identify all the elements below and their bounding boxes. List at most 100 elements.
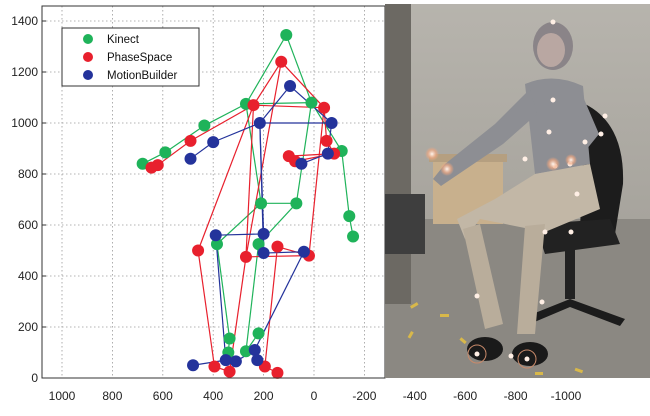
kinect-point [343,210,356,223]
x-axis-ticks: 1000 800 600 400 200 0 -200 -400 -600 -800 -1000 [49,389,582,403]
phasespace-point [223,365,236,378]
y-axis-ticks: 0 200 400 600 800 1000 1200 1400 [11,14,46,385]
motionbuilder-point [325,117,338,129]
motionbuilder-point [253,117,266,129]
x-tick-label: 600 [153,389,173,403]
kinect-bone [285,34,313,103]
legend-marker-motionbuilder [83,70,93,80]
phasespace-bone [245,105,255,257]
kinect-point [255,197,268,210]
kinect-bone [245,34,287,105]
kinect-point [223,332,236,345]
motionbuilder-point [207,136,220,149]
x-tick-label: 1000 [49,389,76,403]
motionbuilder-point [321,147,334,160]
kinect-point [347,230,360,243]
legend-marker-kinect [83,34,93,44]
y-tick-label: 800 [18,167,38,181]
motionbuilder-bone [215,233,264,236]
motionbuilder-point [295,157,308,170]
kinect-point [159,146,172,159]
phasespace-point [271,240,284,253]
skeleton-points [136,29,360,379]
motionbuilder-point [229,355,242,368]
markers [425,19,608,369]
phasespace-bone [253,61,282,106]
chair-seat [535,219,620,254]
phasespace-point [271,366,284,379]
phasespace-point [275,55,288,68]
kinect-bone [341,150,350,217]
face-blur [537,33,565,67]
right-shoe [512,342,548,366]
kinect-bone [310,102,343,152]
y-tick-label: 0 [31,371,38,385]
desk [385,194,425,254]
photo-illustration [385,4,650,378]
phasespace-point [247,99,260,112]
phasespace-point [208,360,221,373]
x-tick-label: -400 [403,389,427,403]
chair-post [565,249,575,299]
person-thighs [457,164,600,239]
motionbuilder-point [187,359,200,372]
motionbuilder-point [219,354,232,367]
phasespace-point [320,134,333,147]
y-tick-label: 600 [18,218,38,232]
kinect-point [198,119,211,132]
kinect-point [252,327,265,340]
x-tick-label: -1000 [551,389,582,403]
y-tick-label: 200 [18,320,38,334]
phasespace-bone [197,250,216,367]
kinect-bone [245,244,260,352]
phasespace-bone [280,61,325,109]
kinect-point [252,238,265,251]
phasespace-bone [308,107,325,256]
motionbuilder-point [257,227,270,240]
phasespace-point [192,244,205,257]
right-arm [551,92,599,174]
kinect-point [280,29,293,42]
kinect-point [290,197,303,210]
x-tick-label: 200 [254,389,274,403]
kinect-bone [295,102,313,204]
phasespace-point [318,101,331,114]
phasespace-bone [264,246,279,367]
phasespace-bone [245,255,309,258]
legend-label-phasespace: PhaseSpace [107,52,172,64]
y-tick-label: 400 [18,269,38,283]
motionbuilder-point [209,229,222,242]
x-tick-label: 400 [203,389,223,403]
phasespace-point [239,250,252,263]
kinect-bone [204,103,247,127]
kinect-point [239,345,252,358]
motion-capture-photo [385,4,650,378]
legend-label-motionbuilder: MotionBuilder [107,70,177,82]
person-shins [463,224,545,334]
motionbuilder-point [251,354,264,367]
motionbuilder-bone [259,85,291,124]
y-tick-label: 1400 [11,14,38,28]
kinect-bone [216,202,262,245]
x-tick-label: -200 [352,389,376,403]
motionbuilder-point [184,152,197,165]
legend-label-kinect: Kinect [107,34,140,46]
x-tick-label: 800 [102,389,122,403]
motionbuilder-point [284,80,297,93]
legend-marker-phasespace [83,52,93,62]
motionbuilder-bone [263,251,304,254]
motionbuilder-point [257,247,270,260]
kinect-point [305,96,318,109]
phasespace-point [184,134,197,147]
x-tick-label: -600 [453,389,477,403]
motionbuilder-point [248,343,261,356]
phasespace-bone [190,104,254,142]
kinect-bone [216,244,231,339]
kinect-point [210,238,223,251]
x-tick-label: -800 [504,389,528,403]
phasespace-point [145,161,158,174]
phasespace-bone [245,61,282,257]
motionbuilder-bone [212,122,261,143]
floor-debris [407,302,584,375]
phasespace-bone [157,140,191,166]
